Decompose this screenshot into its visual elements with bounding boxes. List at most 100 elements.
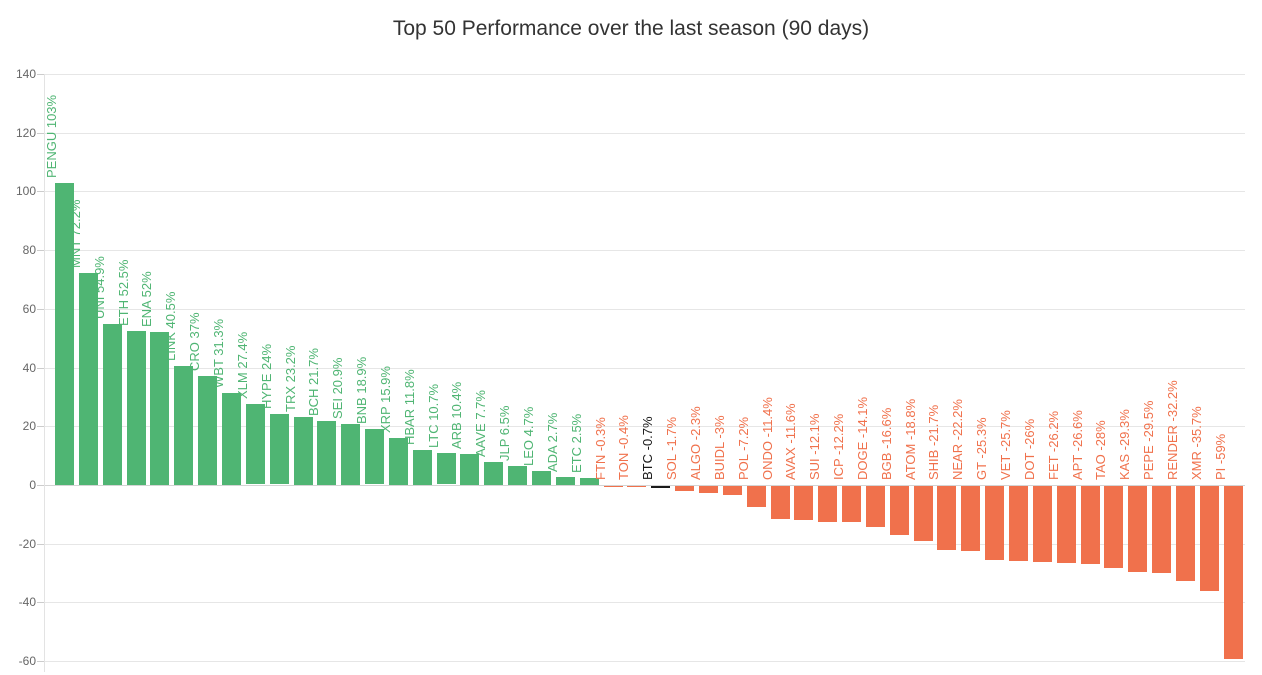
gridline-y-40	[44, 602, 1245, 603]
bar-XLM[interactable]	[246, 404, 265, 484]
bar-label-BCH: BCH 21.7%	[306, 348, 321, 416]
bar-label-WBT: WBT 31.3%	[211, 318, 226, 388]
bar-DOGE[interactable]	[866, 486, 885, 527]
bar-BUIDL[interactable]	[723, 486, 742, 495]
bar-ONDO[interactable]	[771, 486, 790, 519]
bar-ETC[interactable]	[580, 478, 599, 485]
bar-PI[interactable]	[1224, 486, 1243, 659]
bar-label-ICP: ICP -12.2%	[831, 413, 846, 480]
gridline-y80	[44, 250, 1245, 251]
bar-label-FET: FET -26.2%	[1046, 410, 1061, 480]
bar-label-XMR: XMR -35.7%	[1189, 406, 1204, 480]
bar-POL[interactable]	[747, 486, 766, 507]
bar-label-PI: PI -59%	[1213, 433, 1228, 480]
y-tick-mark	[37, 191, 44, 192]
y-tick-label: 140	[15, 67, 36, 81]
bar-label-AVAX: AVAX -11.6%	[783, 403, 798, 480]
bar-label-DOGE: DOGE -14.1%	[855, 396, 870, 480]
bar-BTC[interactable]	[651, 486, 670, 488]
y-tick-label: 0	[29, 478, 36, 492]
gridline-y120	[44, 133, 1245, 134]
bar-FTN[interactable]	[604, 486, 623, 487]
bar-label-UNI: UNI 54.9%	[92, 256, 107, 319]
y-axis-line	[44, 74, 45, 672]
chart-title: Top 50 Performance over the last season …	[392, 17, 870, 40]
bar-RENDER[interactable]	[1176, 486, 1195, 581]
bar-label-XLM: XLM 27.4%	[235, 331, 250, 399]
y-tick-label: 120	[15, 126, 36, 140]
y-tick-mark	[37, 485, 44, 486]
bar-ARB[interactable]	[460, 454, 479, 485]
bar-FET[interactable]	[1057, 486, 1076, 563]
bar-SHIB[interactable]	[937, 486, 956, 550]
bar-label-SHIB: SHIB -21.7%	[926, 404, 941, 480]
bar-UNI[interactable]	[103, 324, 122, 485]
bar-LTC[interactable]	[437, 453, 456, 484]
bar-SUI[interactable]	[818, 486, 837, 522]
bar-XRP[interactable]	[389, 438, 408, 485]
bar-TON[interactable]	[627, 486, 646, 487]
gridline-y40	[44, 368, 1245, 369]
bar-ICP[interactable]	[842, 486, 861, 522]
gridline-y100	[44, 191, 1245, 192]
bar-label-TON: TON -0.4%	[616, 415, 631, 480]
bar-label-LEO: LEO 4.7%	[521, 406, 536, 466]
bar-label-BGB: BGB -16.6%	[879, 407, 894, 480]
y-tick-mark	[37, 309, 44, 310]
bar-GT[interactable]	[985, 486, 1004, 560]
bar-BGB[interactable]	[890, 486, 909, 535]
gridline-y-60	[44, 661, 1245, 662]
bar-MNT[interactable]	[79, 273, 98, 485]
bar-TAO[interactable]	[1104, 486, 1123, 568]
gridline-y60	[44, 309, 1245, 310]
bar-label-RENDER: RENDER -32.2%	[1165, 380, 1180, 480]
bar-JLP[interactable]	[508, 466, 527, 485]
bar-VET[interactable]	[1009, 486, 1028, 561]
bar-XMR[interactable]	[1200, 486, 1219, 591]
bar-label-MNT: MNT 72.2%	[68, 199, 83, 268]
bar-label-SOL: SOL -1.7%	[664, 416, 679, 480]
bar-label-KAS: KAS -29.3%	[1117, 409, 1132, 480]
y-tick-mark	[37, 250, 44, 251]
y-tick-mark	[37, 544, 44, 545]
gridline-y140	[44, 74, 1245, 75]
y-tick-label: 40	[22, 361, 36, 375]
bar-LINK[interactable]	[174, 366, 193, 485]
bar-LEO[interactable]	[532, 471, 551, 485]
y-tick-mark	[37, 368, 44, 369]
y-tick-label: 100	[15, 184, 36, 198]
bar-label-ARB: ARB 10.4%	[449, 381, 464, 449]
bar-label-TRX: TRX 23.2%	[283, 345, 298, 412]
bar-label-JLP: JLP 6.5%	[497, 405, 512, 461]
y-tick-mark	[37, 602, 44, 603]
bar-AVAX[interactable]	[794, 486, 813, 520]
bar-APT[interactable]	[1081, 486, 1100, 564]
bar-ATOM[interactable]	[914, 486, 933, 541]
bar-label-NEAR: NEAR -22.2%	[950, 399, 965, 480]
y-tick-mark	[37, 426, 44, 427]
bar-SOL[interactable]	[675, 486, 694, 491]
bar-ETH[interactable]	[127, 331, 146, 485]
bar-label-XRP: XRP 15.9%	[378, 366, 393, 433]
bar-NEAR[interactable]	[961, 486, 980, 551]
bar-AAVE[interactable]	[484, 462, 503, 485]
bar-KAS[interactable]	[1128, 486, 1147, 572]
bar-CRO[interactable]	[198, 376, 217, 485]
bar-ALGO[interactable]	[699, 486, 718, 493]
bar-DOT[interactable]	[1033, 486, 1052, 562]
bar-HYPE[interactable]	[270, 414, 289, 484]
bar-label-FTN: FTN -0.3%	[593, 417, 608, 480]
bar-ENA[interactable]	[150, 332, 169, 485]
bar-TRX[interactable]	[294, 417, 313, 485]
bar-PENGU[interactable]	[55, 183, 74, 485]
bar-BCH[interactable]	[317, 421, 336, 485]
bar-label-AAVE: AAVE 7.7%	[473, 390, 488, 457]
bar-label-ONDO: ONDO -11.4%	[760, 397, 775, 480]
bar-PEPE[interactable]	[1152, 486, 1171, 573]
bar-WBT[interactable]	[222, 393, 241, 485]
bar-SEI[interactable]	[341, 424, 360, 485]
bar-HBAR[interactable]	[413, 450, 432, 485]
bar-ADA[interactable]	[556, 477, 575, 485]
bar-BNB[interactable]	[365, 429, 384, 484]
